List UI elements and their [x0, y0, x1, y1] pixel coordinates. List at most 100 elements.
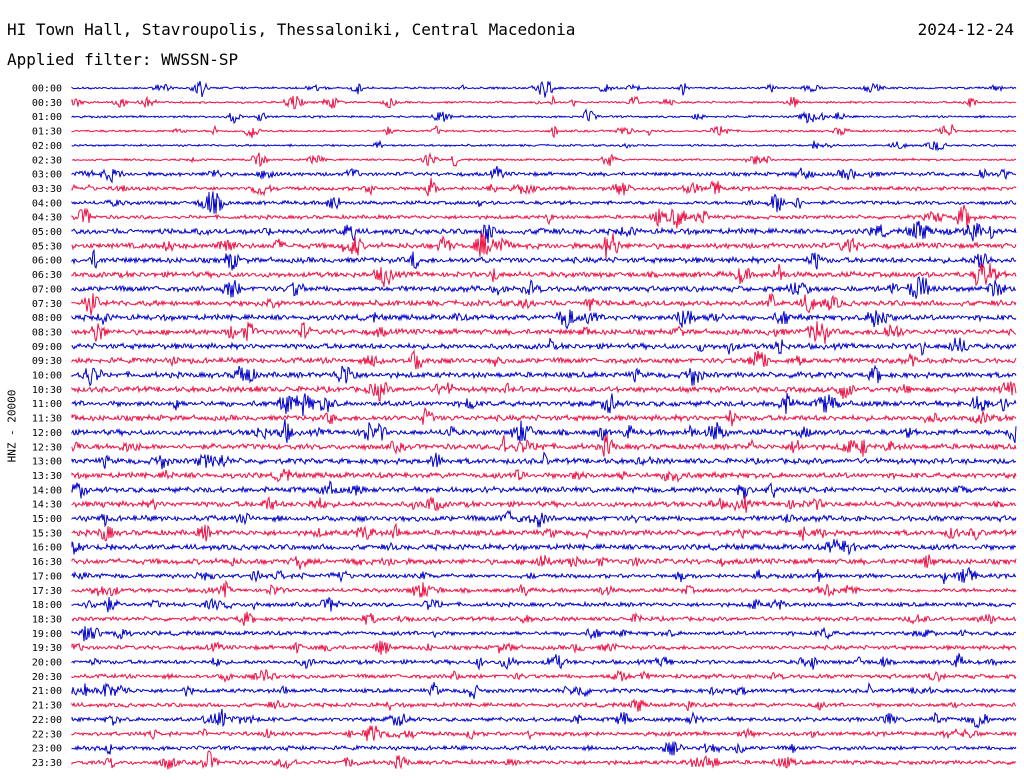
- trace-line: [71, 393, 1017, 417]
- trace-line: [71, 668, 1017, 683]
- row-time-label: 07:00: [32, 284, 62, 295]
- trace-line: [71, 554, 1017, 570]
- row-time-label: 10:00: [32, 371, 62, 382]
- row-time-label: 11:30: [32, 414, 62, 425]
- trace-line: [71, 94, 1017, 110]
- trace-line: [71, 220, 1017, 244]
- trace-line: [71, 262, 1017, 288]
- row-time-label: 02:30: [32, 155, 62, 166]
- trace-line: [71, 139, 1017, 152]
- row-time-label: 23:00: [32, 744, 62, 755]
- trace-line: [71, 626, 1017, 642]
- trace-line: [71, 522, 1017, 542]
- trace-line: [71, 480, 1017, 500]
- row-time-label: 10:30: [32, 385, 62, 396]
- trace-line: [71, 640, 1017, 655]
- trace-line: [71, 740, 1017, 756]
- row-time-label: 22:00: [32, 715, 62, 726]
- trace-line: [71, 698, 1017, 712]
- row-time-label: 01:00: [32, 112, 62, 123]
- row-time-label: 19:00: [32, 629, 62, 640]
- station-title: HI Town Hall, Stavroupolis, Thessaloniki…: [7, 20, 576, 39]
- trace-line: [71, 611, 1017, 626]
- row-time-label: 03:30: [32, 184, 62, 195]
- trace-line: [71, 538, 1017, 556]
- trace-line: [71, 566, 1017, 584]
- row-time-label: 11:00: [32, 399, 62, 410]
- trace-line: [71, 165, 1017, 184]
- trace-line: [71, 509, 1017, 528]
- row-time-label: 09:30: [32, 356, 62, 367]
- row-time-label: 12:30: [32, 442, 62, 453]
- trace-line: [71, 349, 1017, 370]
- row-time-label: 17:00: [32, 571, 62, 582]
- row-time-label: 05:30: [32, 241, 62, 252]
- trace-line: [71, 232, 1017, 260]
- trace-line: [71, 725, 1017, 741]
- date-label: 2024-12-24: [917, 20, 1014, 39]
- row-time-label: 21:00: [32, 686, 62, 697]
- row-time-label: 04:30: [32, 213, 62, 224]
- row-time-label: 05:00: [32, 227, 62, 238]
- row-time-label: 13:30: [32, 471, 62, 482]
- row-time-label: 20:00: [32, 658, 62, 669]
- trace-line: [71, 309, 1017, 330]
- row-time-label: 00:00: [32, 84, 62, 95]
- trace-line: [71, 708, 1017, 729]
- trace-line: [71, 406, 1017, 427]
- trace-line: [71, 596, 1017, 613]
- row-time-label: 20:30: [32, 672, 62, 683]
- row-time-label: 14:00: [32, 485, 62, 496]
- trace-line: [71, 434, 1017, 457]
- row-time-label: 18:00: [32, 600, 62, 611]
- trace-line: [71, 124, 1017, 139]
- trace-line: [71, 204, 1017, 229]
- trace-line: [71, 108, 1017, 124]
- row-time-label: 07:30: [32, 299, 62, 310]
- trace-line: [71, 321, 1017, 344]
- trace-line: [71, 451, 1017, 470]
- row-time-label: 12:00: [32, 428, 62, 439]
- row-time-label: 01:30: [32, 127, 62, 138]
- trace-line: [71, 468, 1017, 483]
- row-time-label: 03:00: [32, 170, 62, 181]
- row-time-label: 08:00: [32, 313, 62, 324]
- row-time-label: 16:00: [32, 543, 62, 554]
- row-time-label: 16:30: [32, 557, 62, 568]
- row-time-label: 02:00: [32, 141, 62, 152]
- row-time-label: 18:30: [32, 614, 62, 625]
- row-time-label: 15:00: [32, 514, 62, 525]
- filter-label: Applied filter: WWSSN-SP: [7, 50, 239, 69]
- row-time-label: 08:30: [32, 327, 62, 338]
- trace-line: [71, 579, 1017, 598]
- trace-line: [71, 381, 1017, 402]
- trace-line: [71, 364, 1017, 387]
- trace-line: [71, 151, 1017, 167]
- trace-line: [71, 653, 1017, 671]
- trace-line: [71, 177, 1017, 197]
- row-time-label: 23:30: [32, 758, 62, 769]
- row-time-label: 00:30: [32, 98, 62, 109]
- row-time-label: 15:30: [32, 528, 62, 539]
- trace-line: [71, 276, 1017, 299]
- row-time-label: 06:00: [32, 256, 62, 267]
- trace-line: [71, 750, 1017, 770]
- row-time-label: 09:00: [32, 342, 62, 353]
- row-time-label: 06:30: [32, 270, 62, 281]
- row-time-label: 17:30: [32, 586, 62, 597]
- row-time-label: 22:30: [32, 729, 62, 740]
- row-time-label: 19:30: [32, 643, 62, 654]
- row-time-label: 14:30: [32, 500, 62, 511]
- trace-line: [71, 337, 1017, 356]
- trace-line: [71, 495, 1017, 513]
- trace-line: [71, 191, 1017, 214]
- trace-line: [71, 80, 1017, 98]
- row-time-label: 04:00: [32, 198, 62, 209]
- trace-line: [71, 248, 1017, 271]
- trace-line: [71, 418, 1017, 444]
- trace-line: [71, 292, 1017, 316]
- trace-line: [71, 681, 1017, 700]
- row-time-label: 21:30: [32, 701, 62, 712]
- row-time-label: 13:00: [32, 457, 62, 468]
